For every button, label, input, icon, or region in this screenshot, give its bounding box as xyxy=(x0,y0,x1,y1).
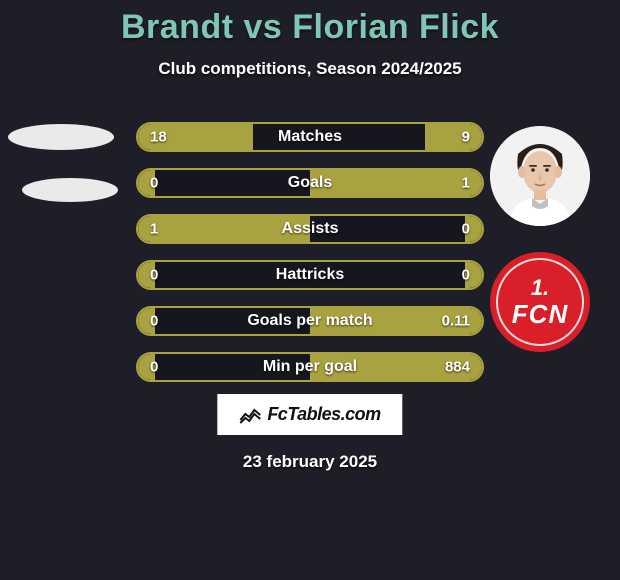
stat-row-assists: 1 Assists 0 xyxy=(136,214,484,244)
stat-value-right: 0 xyxy=(462,221,470,238)
right-player-photo xyxy=(490,126,590,226)
stat-value-left: 0 xyxy=(150,175,158,192)
watermark-logo-icon xyxy=(239,406,261,424)
stat-label: Hattricks xyxy=(276,266,344,284)
stat-label: Matches xyxy=(278,128,342,146)
page-title: Brandt vs Florian Flick xyxy=(0,0,620,47)
stat-value-left: 0 xyxy=(150,359,158,376)
stat-value-left: 1 xyxy=(150,221,158,238)
stat-value-right: 0 xyxy=(462,267,470,284)
left-badge-ellipse-2 xyxy=(22,178,118,202)
stat-value-left: 18 xyxy=(150,129,167,146)
watermark-text: FcTables.com xyxy=(267,404,380,425)
stat-row-hattricks: 0 Hattricks 0 xyxy=(136,260,484,290)
stat-value-right: 9 xyxy=(462,129,470,146)
watermark: FcTables.com xyxy=(217,394,402,435)
stat-value-right: 0.11 xyxy=(442,313,470,330)
stat-value-left: 0 xyxy=(150,313,158,330)
stat-bars: 18 Matches 9 0 Goals 1 1 Assists 0 0 Hat… xyxy=(136,122,484,398)
stat-label: Goals xyxy=(288,174,332,192)
subtitle: Club competitions, Season 2024/2025 xyxy=(0,59,620,79)
stat-fill-right xyxy=(310,170,482,196)
stat-row-min-per-goal: 0 Min per goal 884 xyxy=(136,352,484,382)
stat-label: Min per goal xyxy=(263,358,357,376)
stat-row-goals-per-match: 0 Goals per match 0.11 xyxy=(136,306,484,336)
left-badge-ellipse-1 xyxy=(8,124,114,150)
stat-row-goals: 0 Goals 1 xyxy=(136,168,484,198)
stat-row-matches: 18 Matches 9 xyxy=(136,122,484,152)
club-badge-ring xyxy=(496,258,584,346)
stat-fill-right xyxy=(425,124,482,150)
date-text: 23 february 2025 xyxy=(243,452,377,472)
stat-value-right: 1 xyxy=(462,175,470,192)
stat-value-right: 884 xyxy=(445,359,470,376)
right-club-badge: 1. FCN xyxy=(490,252,590,352)
stat-value-left: 0 xyxy=(150,267,158,284)
stat-label: Assists xyxy=(282,220,339,238)
stat-label: Goals per match xyxy=(247,312,372,330)
